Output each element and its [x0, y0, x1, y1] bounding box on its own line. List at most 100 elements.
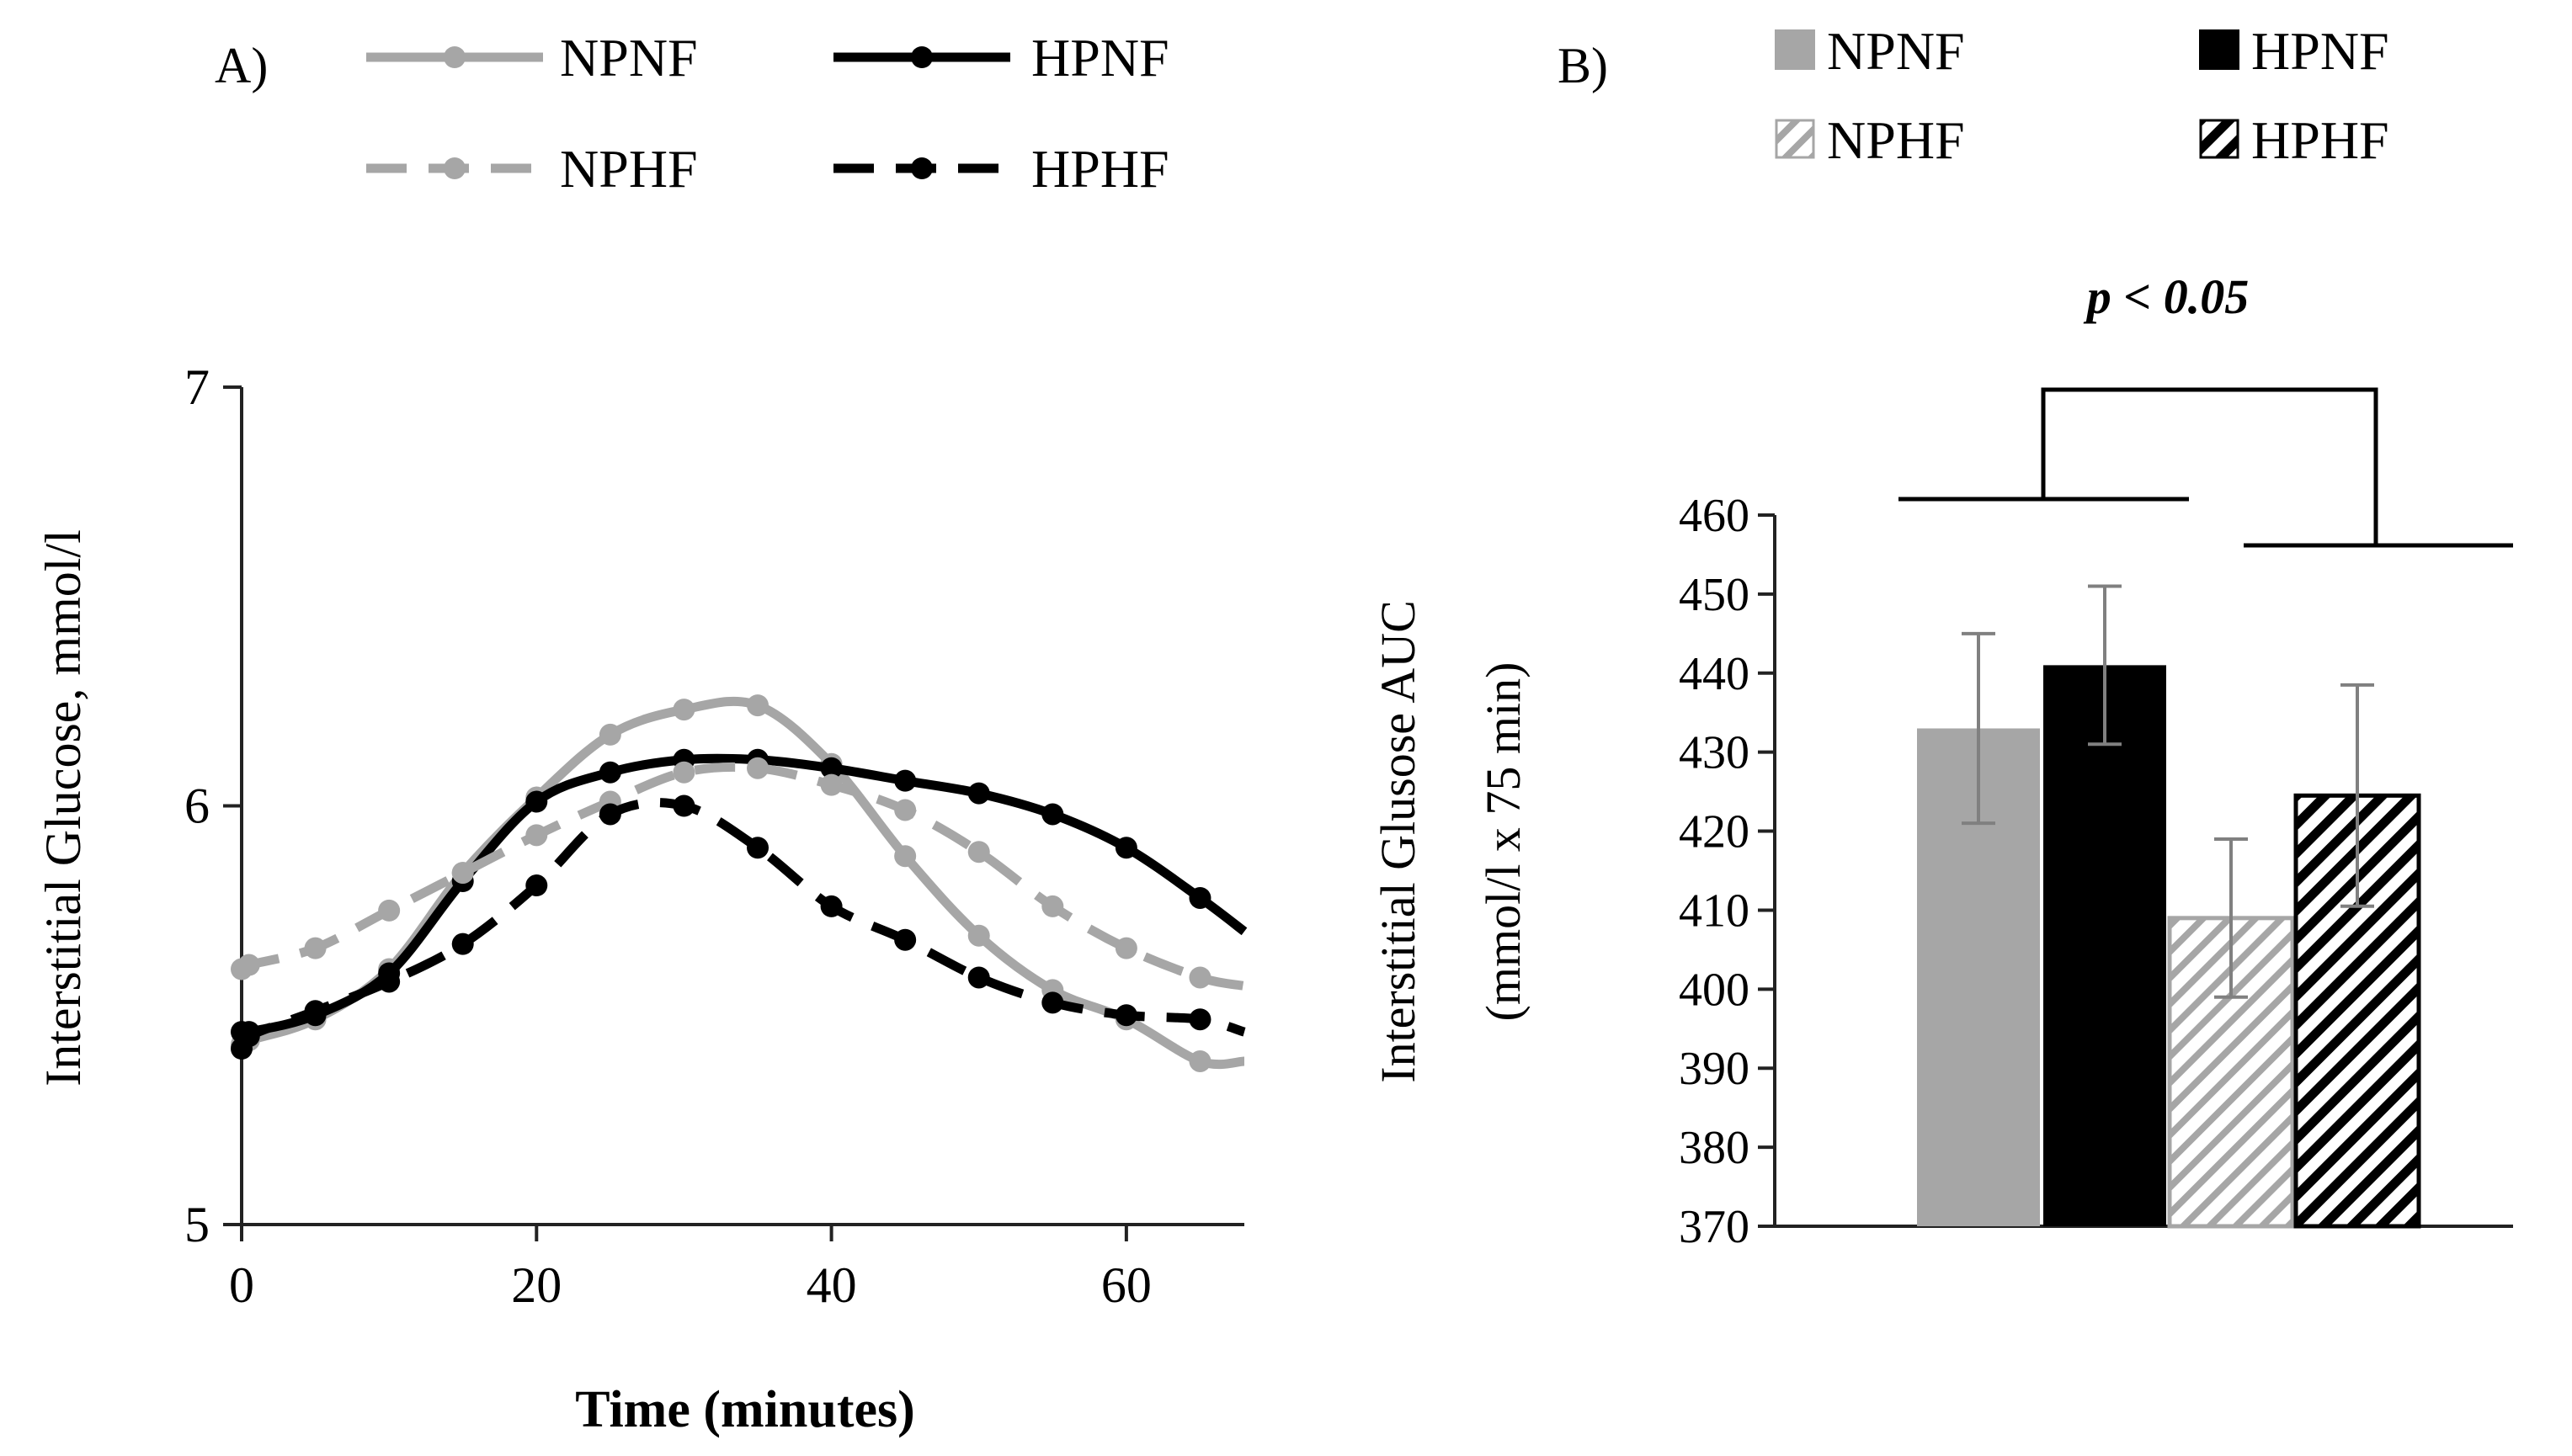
b-y-tick-label: 420 [1679, 806, 1749, 858]
series-hphf-point [1189, 1008, 1211, 1031]
series-nphf-point [1115, 937, 1137, 959]
b-y-tick-label: 390 [1679, 1043, 1749, 1095]
b-y-tick-label: 460 [1679, 490, 1749, 542]
legend-b-npnf-swatch [1775, 29, 1815, 70]
error-bar-hpnf [2088, 584, 2122, 747]
legend-b-npnf-label: NPNF [1827, 21, 1965, 81]
series-nphf-point [1189, 966, 1211, 989]
series-nphf-point [967, 841, 990, 864]
series-npnf-point [1189, 1049, 1211, 1072]
series-hphf-point [673, 794, 695, 817]
series-hpnf [231, 748, 1248, 1044]
series-hphf-point [378, 970, 401, 993]
series-nphf-point [237, 954, 260, 976]
series-nphf-point [894, 799, 917, 821]
series-hphf-point [967, 966, 990, 989]
panel-a-legend: NPNF HPNF NPHF HPHF [366, 28, 1169, 199]
legend-a-hpnf-label: HPNF [1031, 28, 1169, 88]
series-nphf-point [673, 761, 695, 784]
legend-a-hpnf-marker [911, 46, 933, 68]
b-y-tick-label: 380 [1679, 1122, 1749, 1174]
a-x-tick-label: 40 [807, 1257, 857, 1313]
series-nphf-point [1041, 895, 1064, 917]
panel-b-bars [1917, 584, 2421, 1229]
a-y-tick-label: 7 [184, 359, 210, 415]
panel-a-x-ticks: 0 20 40 60 [229, 1225, 1152, 1313]
series-hphf-point [747, 837, 769, 859]
panel-b-legend: NPNF HPNF NPHF HPHF [1775, 21, 2389, 170]
panel-a-label: A) [215, 38, 268, 93]
series-hpnf-point [525, 790, 548, 813]
b-y-tick-label: 430 [1679, 727, 1749, 779]
series-nphf [231, 757, 1246, 991]
legend-a-npnf: NPNF [366, 28, 698, 88]
series-nphf-point [304, 937, 327, 959]
series-nphf-point [747, 757, 769, 779]
series-npnf [231, 694, 1245, 1072]
error-bar-hphf [2340, 683, 2374, 908]
series-npnf-point [894, 845, 917, 868]
a-x-tick-label: 20 [511, 1257, 562, 1313]
series-hphf-point [894, 928, 917, 951]
legend-a-nphf-marker [444, 157, 466, 179]
panel-b-y-axis-label: Interstitial Glusose AUC [1371, 600, 1425, 1083]
series-hpnf-point [1189, 886, 1211, 909]
series-npnf-point [673, 699, 695, 721]
a-x-tick-label: 0 [229, 1257, 254, 1313]
panel-b-label: B) [1558, 38, 1608, 93]
a-x-tick-label: 60 [1101, 1257, 1152, 1313]
panel-a-x-axis-label: Time (minutes) [575, 1381, 915, 1438]
series-hphf-point [304, 1000, 327, 1023]
b-y-tick-label: 410 [1679, 885, 1749, 937]
series-hphf-point [1115, 1004, 1137, 1027]
legend-a-npnf-label: NPNF [560, 28, 698, 88]
legend-a-npnf-marker [444, 46, 466, 68]
bar-hpnf [2043, 665, 2166, 1226]
significance-label: p < 0.05 [2083, 269, 2250, 324]
series-hphf-point [599, 803, 621, 826]
panel-a: A) NPNF HPNF NPHF HPHF [35, 28, 1248, 1438]
b-y-tick-label: 400 [1679, 964, 1749, 1016]
series-hphf [231, 794, 1246, 1060]
series-hpnf-point [1041, 803, 1064, 826]
legend-b-hpnf-label: HPNF [2251, 21, 2389, 81]
series-hphf-point [237, 1025, 260, 1048]
legend-b-hphf-swatch [2199, 119, 2239, 159]
panel-a-series [231, 694, 1248, 1072]
b-y-tick-label: 370 [1679, 1201, 1749, 1253]
panel-a-y-axis-label: Interstitial Glucose, mmol/l [35, 529, 91, 1087]
series-hphf-point [820, 895, 843, 917]
b-y-tick-label: 440 [1679, 648, 1749, 700]
significance-bracket [1898, 387, 2513, 548]
series-npnf-point [599, 723, 621, 746]
a-y-tick-label: 6 [184, 778, 210, 834]
legend-b-hphf-label: HPHF [2251, 110, 2389, 170]
series-hpnf-point [894, 769, 917, 792]
panel-b: B) NPNF HPNF NPHF HPHF p < 0.05 370 380 39… [1371, 21, 2513, 1253]
series-hpnf-point [967, 782, 990, 805]
legend-a-hphf-label: HPHF [1031, 139, 1169, 199]
bracket-connector [2041, 387, 2378, 545]
legend-b-nphf-swatch [1775, 119, 1815, 159]
a-y-tick-label: 5 [184, 1197, 210, 1252]
series-npnf-point [967, 924, 990, 947]
series-hpnf-point [820, 757, 843, 779]
series-hpnf-point [599, 761, 621, 784]
series-hphf-point [1041, 991, 1064, 1014]
series-nphf-point [525, 824, 548, 847]
legend-a-hpnf: HPNF [833, 28, 1169, 88]
legend-b-hpnf-swatch [2199, 29, 2239, 70]
series-hphf-point [525, 874, 548, 897]
error-bar-npnf [1962, 631, 1995, 826]
legend-b-nphf-label: NPHF [1827, 110, 1965, 170]
error-bar-nphf [2214, 837, 2248, 999]
series-nphf-point [820, 773, 843, 796]
b-y-tick-label: 450 [1679, 569, 1749, 621]
series-nphf-line [236, 762, 1246, 991]
legend-a-nphf: NPHF [366, 139, 698, 199]
panel-b-y-ticks: 370 380 390 400 410 420 430 440 450 460 [1679, 490, 1775, 1253]
panel-b-y-axis-label-units: (mmol/l x 75 min) [1476, 662, 1531, 1022]
series-hphf-point [451, 933, 474, 955]
legend-a-hphf-marker [911, 157, 933, 179]
